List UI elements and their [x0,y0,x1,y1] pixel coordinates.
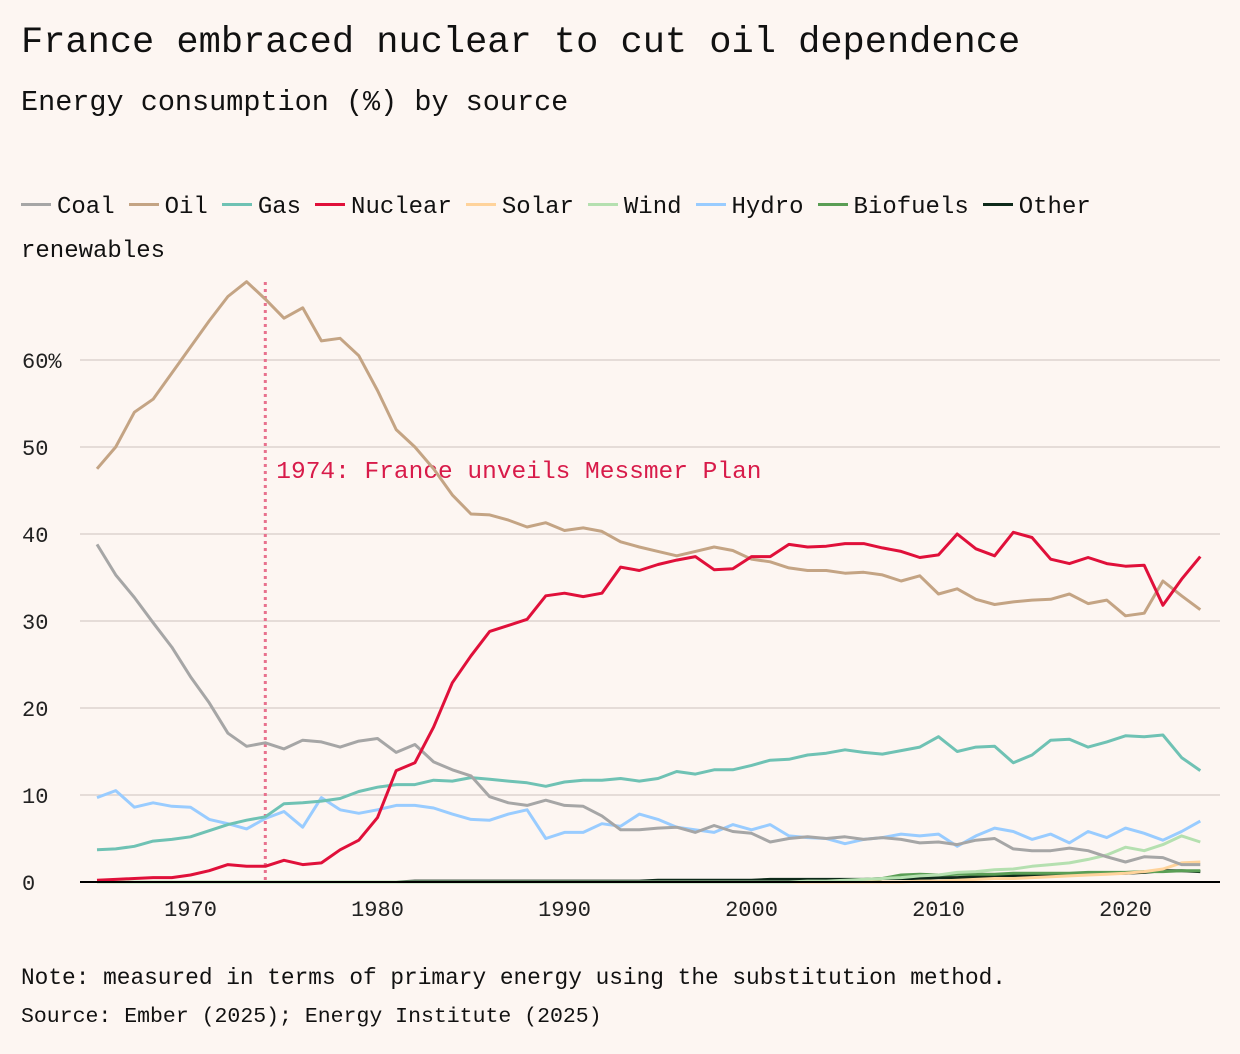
x-tick-label: 2010 [912,898,965,923]
legend-item-biofuels: Biofuels [817,194,969,221]
legend-label: Gas [257,194,302,221]
legend-item-gas: Gas [221,194,302,221]
legend-swatch [128,203,159,207]
legend-item-solar: Solar [465,194,574,221]
y-tick-label: 10 [22,785,48,810]
legend-label: Hydro [731,194,804,221]
legend: Coal Oil Gas Nuclear Solar Wind Hydro Biofuels O… [21,186,1201,274]
footnote: Note: measured in terms of primary energ… [21,965,1006,991]
legend-swatch [315,203,346,207]
legend-label: Coal [57,194,115,221]
x-tick-label: 1990 [538,898,591,923]
legend-label: Other renewables [21,194,1091,265]
legend-item-nuclear: Nuclear [315,194,452,221]
x-tick-label: 2020 [1099,898,1152,923]
legend-item-other-renewables: Other renewables [21,194,1091,265]
y-tick-label: 20 [22,698,48,723]
series-line-oil [95,280,1202,618]
x-tick-label: 1980 [351,898,404,923]
legend-item-coal: Coal [21,194,115,221]
legend-swatch [221,203,252,207]
series-line-coal [95,543,1201,867]
y-tick-label: 50 [22,437,48,462]
legend-label: Solar [501,194,574,221]
annotation-label: 1974: France unveils Messmer Plan [276,459,761,486]
series-line-gas [96,733,1202,852]
chart-title: France embraced nuclear to cut oil depen… [21,22,1021,64]
legend-item-oil: Oil [128,194,208,221]
series-line-nuclear [96,530,1202,882]
y-tick-label: 0 [22,872,35,897]
legend-swatch [587,203,618,207]
legend-swatch [21,203,51,207]
legend-item-hydro: Hydro [695,194,804,221]
x-tick-label: 1970 [164,898,217,923]
chart-subtitle: Energy consumption (%) by source [21,86,569,119]
legend-swatch [465,203,496,207]
y-tick-label: 60% [22,350,62,375]
y-tick-label: 30 [22,611,48,636]
legend-swatch [817,203,848,207]
x-tick-label: 2000 [725,898,778,923]
legend-label: Oil [164,194,208,221]
legend-item-wind: Wind [587,194,682,221]
legend-swatch [982,203,1013,207]
series-line-hydro [96,789,1202,848]
legend-label: Biofuels [853,194,969,221]
source-note: Source: Ember (2025); Energy Institute (… [21,1005,602,1029]
y-tick-label: 40 [22,524,48,549]
legend-swatch [695,203,726,207]
legend-label: Wind [623,194,682,221]
legend-label: Nuclear [351,194,452,221]
